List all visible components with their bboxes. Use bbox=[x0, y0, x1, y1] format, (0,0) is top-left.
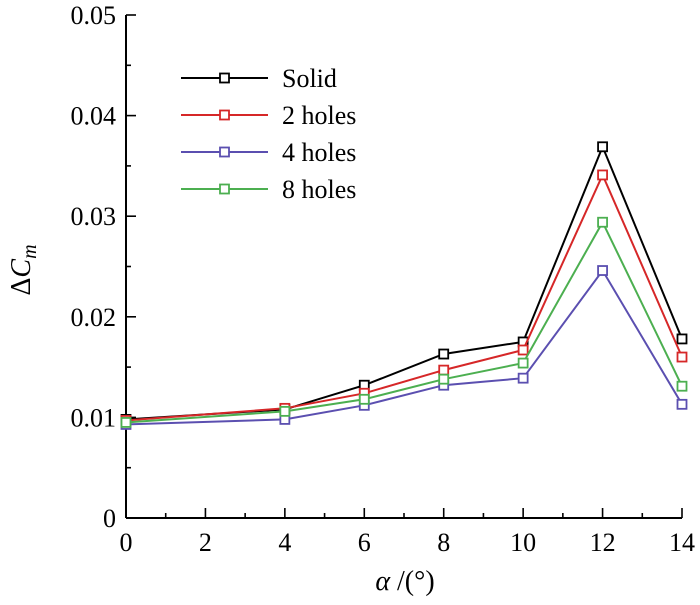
y-tick-label: 0.03 bbox=[71, 202, 117, 231]
x-axis-unit: /(°) bbox=[390, 566, 435, 597]
x-tick-label: 6 bbox=[358, 528, 371, 557]
legend-entry: 4 holes bbox=[181, 138, 356, 167]
data-point bbox=[676, 380, 688, 392]
data-point bbox=[597, 216, 608, 228]
x-axis-symbol: α bbox=[375, 566, 391, 597]
y-axis-delta: Δ bbox=[6, 278, 37, 296]
data-point bbox=[676, 333, 688, 345]
data-point bbox=[358, 393, 370, 405]
data-point bbox=[517, 344, 529, 356]
legend-marker bbox=[219, 72, 230, 84]
y-tick-label: 0.05 bbox=[71, 1, 117, 30]
y-axis-var: C bbox=[6, 259, 37, 278]
legend-entry: 2 holes bbox=[181, 101, 356, 130]
data-point bbox=[279, 405, 291, 417]
legend-label: 2 holes bbox=[282, 101, 356, 130]
plot-area bbox=[120, 141, 688, 430]
legend-entry: Solid bbox=[181, 64, 337, 93]
data-point bbox=[676, 398, 688, 410]
data-point bbox=[597, 141, 608, 153]
series-line bbox=[125, 268, 683, 426]
data-point bbox=[517, 357, 529, 369]
y-tick-label: 0.02 bbox=[71, 303, 117, 332]
data-point bbox=[517, 372, 529, 384]
series-8-holes bbox=[120, 216, 688, 428]
x-tick-label: 14 bbox=[669, 528, 695, 557]
series-line bbox=[125, 144, 683, 421]
legend-entry: 8 holes bbox=[181, 175, 356, 204]
data-point bbox=[438, 364, 450, 376]
axes: 0 2 4 6 8 10 12 14 0 0.01 0.02 0.03 0.04 0.05 bbox=[71, 1, 696, 557]
data-point bbox=[676, 351, 688, 363]
legend-marker bbox=[219, 109, 230, 121]
x-axis-label: α /(°) bbox=[375, 566, 434, 597]
y-axis-sub: m bbox=[19, 244, 41, 258]
x-tick-label: 8 bbox=[437, 528, 450, 557]
y-tick-label: 0.01 bbox=[71, 403, 117, 432]
y-axis-label: ΔCm bbox=[6, 244, 41, 295]
legend-label: 8 holes bbox=[282, 175, 356, 204]
x-tick-label: 4 bbox=[278, 528, 291, 557]
x-tick-label: 10 bbox=[510, 528, 536, 557]
legend: Solid 2 holes 4 holes 8 holes bbox=[181, 64, 356, 204]
series-2-holes bbox=[120, 169, 688, 426]
series-4-holes bbox=[120, 265, 688, 430]
y-tick-label: 0 bbox=[103, 504, 116, 533]
data-point bbox=[597, 265, 608, 276]
data-point bbox=[438, 373, 450, 385]
y-tick-label: 0.04 bbox=[71, 102, 117, 131]
legend-label: Solid bbox=[282, 64, 337, 93]
data-point bbox=[438, 348, 450, 360]
data-point bbox=[597, 169, 608, 181]
legend-label: 4 holes bbox=[282, 138, 356, 167]
legend-marker bbox=[219, 146, 230, 158]
series-line bbox=[125, 172, 683, 422]
x-tick-label: 2 bbox=[199, 528, 212, 557]
x-tick-label: 0 bbox=[120, 528, 133, 557]
legend-marker bbox=[219, 183, 230, 195]
data-point bbox=[120, 417, 132, 428]
series-line bbox=[125, 220, 683, 424]
x-tick-label: 12 bbox=[590, 528, 616, 557]
